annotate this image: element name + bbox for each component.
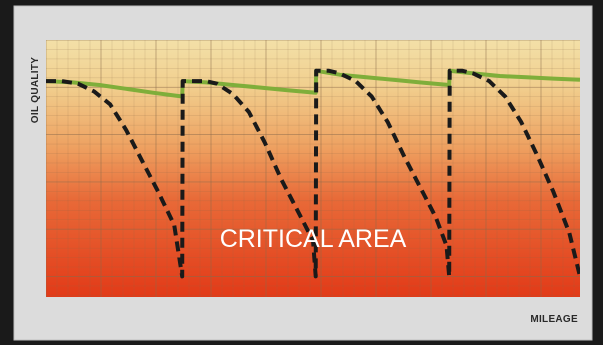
- x-axis-label: MILEAGE: [530, 314, 578, 325]
- series-group: [46, 68, 580, 279]
- y-axis-label: OIL QUALITY: [30, 57, 41, 123]
- series-line-dashed: [46, 68, 580, 279]
- grid-lines: [46, 40, 580, 297]
- critical-area-label: CRITICAL AREA: [220, 225, 407, 253]
